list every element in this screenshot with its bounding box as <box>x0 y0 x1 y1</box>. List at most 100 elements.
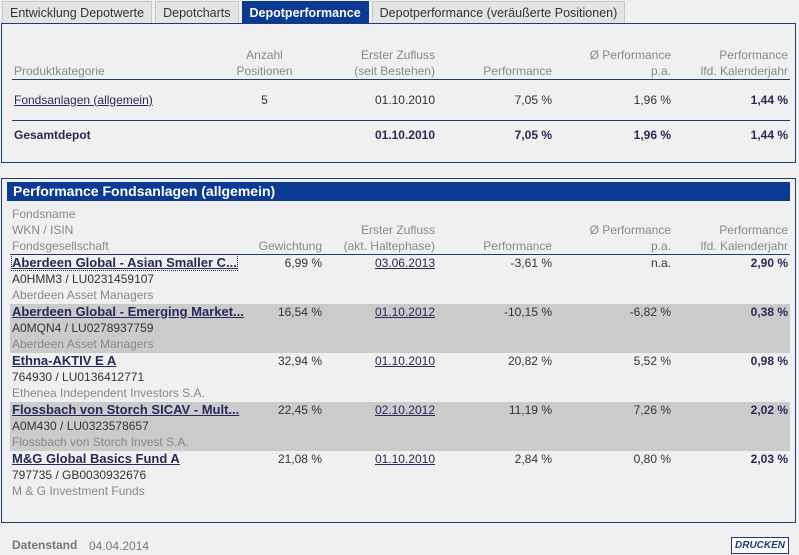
fund-row: Aberdeen Global - Asian Smaller C... A0HM… <box>10 253 790 304</box>
header-text: Positionen <box>236 63 293 78</box>
header-performance: Performance <box>483 238 552 253</box>
tab-depotperformance-veraeussert[interactable]: Depotperformance (veräußerte Positionen) <box>371 1 626 24</box>
fund-first-inflow-link[interactable]: 01.10.2010 <box>374 451 435 466</box>
fund-weight: 21,08 % <box>277 451 322 466</box>
funds-panel: Performance Fondsanlagen (allgemein) Fon… <box>1 178 796 523</box>
header-text: Ø Performance <box>589 222 671 237</box>
header-performance: Performance <box>483 63 552 78</box>
fund-ids: 764930 / LU0136412771 <box>12 369 145 384</box>
header-fund: Fondsname WKN / ISIN Fondsgesellschaft <box>10 204 250 254</box>
header-text: Erster Zufluss <box>360 47 435 62</box>
fund-performance-ytd: 2,90 % <box>750 255 788 270</box>
summary-header-row: Produktkategorie Anzahl Positionen Erster… <box>12 39 790 79</box>
fund-performance-pa: 7,26 % <box>554 401 673 451</box>
total-performance: 7,05 % <box>514 128 552 143</box>
header-first-inflow: Erster Zufluss (seit Bestehen) <box>317 39 437 79</box>
fund-name-link[interactable]: Aberdeen Global - Emerging Market... <box>12 303 244 319</box>
header-category: Produktkategorie <box>14 63 105 78</box>
funds-table: Fondsname WKN / ISIN Fondsgesellschaft Gew… <box>10 204 790 500</box>
total-performance-ytd: 1,44 % <box>750 128 788 143</box>
tab-depotcharts[interactable]: Depotcharts <box>155 1 239 24</box>
total-performance-pa: 1,96 % <box>633 128 671 143</box>
fund-performance-ytd: 0,38 % <box>673 303 790 353</box>
count: 5 <box>261 92 268 107</box>
header-text: Performance <box>719 222 788 237</box>
funds-header-row: Fondsname WKN / ISIN Fondsgesellschaft Gew… <box>10 204 790 254</box>
total-first-inflow: 01.10.2010 <box>374 128 435 143</box>
fund-company: Aberdeen Asset Managers <box>12 287 154 302</box>
summary-row: Fondsanlagen (allgemein) 5 01.10.2010 7,… <box>12 79 790 120</box>
fund-row: Aberdeen Global - Emerging Market... A0MQ… <box>10 303 790 353</box>
funds-title: Performance Fondsanlagen (allgemein) <box>7 182 790 201</box>
summary-table: Produktkategorie Anzahl Positionen Erster… <box>12 39 790 150</box>
fund-performance-ytd: 2,03 % <box>750 451 788 466</box>
fund-name-link[interactable]: M&G Global Basics Fund A <box>12 450 180 466</box>
header-weight: Gewichtung <box>258 238 322 253</box>
fund-ids: A0MQN4 / LU0278937759 <box>12 320 154 335</box>
header-count: Anzahl Positionen <box>212 39 317 79</box>
fund-ids: A0M430 / LU0323578657 <box>12 418 149 433</box>
fund-first-inflow-link[interactable]: 02.10.2012 <box>374 402 435 417</box>
data-date-label: Datenstand <box>12 538 78 552</box>
fund-row: Flossbach von Storch SICAV - Mult... A0M4… <box>10 401 790 451</box>
header-text: WKN / ISIN <box>12 222 74 237</box>
header-text: Performance <box>719 47 788 62</box>
data-date: 04.04.2014 <box>89 539 150 553</box>
fund-company: Ethenea Independent Investors S.A. <box>12 385 205 400</box>
performance: 7,05 % <box>514 92 552 107</box>
print-button[interactable]: DRUCKEN <box>731 537 789 554</box>
header-text: lfd. Kalenderjahr <box>700 238 788 253</box>
tab-depotperformance[interactable]: Depotperformance <box>241 1 369 24</box>
fund-weight: 32,94 % <box>277 353 322 368</box>
fund-first-inflow-link[interactable]: 03.06.2013 <box>374 255 435 270</box>
fund-performance: 2,84 % <box>514 451 552 466</box>
fund-weight: 22,45 % <box>250 401 324 451</box>
fund-company: Aberdeen Asset Managers <box>12 336 154 351</box>
total-label: Gesamtdepot <box>14 128 91 143</box>
fund-company: M & G Investment Funds <box>12 483 145 498</box>
header-text: Ø Performance <box>589 47 671 62</box>
fund-weight: 6,99 % <box>284 255 322 270</box>
header-text: Anzahl <box>246 47 283 62</box>
header-text: Erster Zufluss <box>360 222 435 237</box>
performance-ytd: 1,44 % <box>750 92 788 107</box>
performance-pa: 1,96 % <box>633 92 671 107</box>
header-text: lfd. Kalenderjahr <box>700 63 788 78</box>
fund-first-inflow-link[interactable]: 01.10.2010 <box>374 353 435 368</box>
fund-ids: 797735 / GB0030932676 <box>12 467 147 482</box>
summary-panel: Produktkategorie Anzahl Positionen Erster… <box>1 23 796 163</box>
header-text: Fondsname <box>12 206 76 221</box>
fund-performance: -10,15 % <box>437 303 554 353</box>
tab-bar: Entwicklung Depotwerte Depotcharts Depot… <box>2 1 626 24</box>
fund-performance-pa: 5,52 % <box>633 353 671 368</box>
header-text: (akt. Haltephase) <box>343 238 435 253</box>
fund-performance-pa: -6,82 % <box>554 303 673 353</box>
fund-name-link[interactable]: Aberdeen Global - Asian Smaller C... <box>11 253 238 271</box>
fund-name-link[interactable]: Flossbach von Storch SICAV - Mult... <box>12 401 240 417</box>
fund-performance: 20,82 % <box>507 353 552 368</box>
fund-performance-pa: n.a. <box>650 255 671 270</box>
fund-performance-pa: 0,80 % <box>633 451 671 466</box>
header-text: (seit Bestehen) <box>354 63 435 78</box>
fund-first-inflow-link[interactable]: 01.10.2012 <box>374 304 435 319</box>
fund-row: Ethna-AKTIV E A 764930 / LU0136412771 Ethe… <box>10 353 790 402</box>
fund-ids: A0HMM3 / LU0231459107 <box>12 271 155 286</box>
first-inflow: 01.10.2010 <box>374 92 435 107</box>
fund-name-link[interactable]: Ethna-AKTIV E A <box>12 352 117 368</box>
fund-weight: 16,54 % <box>250 303 324 353</box>
category-link[interactable]: Fondsanlagen (allgemein) <box>14 92 153 107</box>
fund-company: Flossbach von Storch Invest S.A. <box>12 434 189 449</box>
fund-performance: -3,61 % <box>510 255 552 270</box>
header-performance-pa: Ø Performance p.a. <box>554 204 673 254</box>
header-text: p.a. <box>650 238 671 253</box>
header-performance-ytd: Performance lfd. Kalenderjahr <box>673 39 790 79</box>
tab-entwicklung-depotwerte[interactable]: Entwicklung Depotwerte <box>2 1 153 24</box>
header-performance-ytd: Performance lfd. Kalenderjahr <box>673 204 790 254</box>
header-text: Fondsgesellschaft <box>12 238 109 253</box>
fund-performance: 11,19 % <box>437 401 554 451</box>
fund-performance-ytd: 0,98 % <box>750 353 788 368</box>
header-first-inflow: Erster Zufluss (akt. Haltephase) <box>324 204 437 254</box>
header-performance-pa: Ø Performance p.a. <box>554 39 673 79</box>
total-row: Gesamtdepot 01.10.2010 7,05 % 1,96 % 1,4… <box>12 120 790 150</box>
fund-row: M&G Global Basics Fund A 797735 / GB00309… <box>10 451 790 500</box>
